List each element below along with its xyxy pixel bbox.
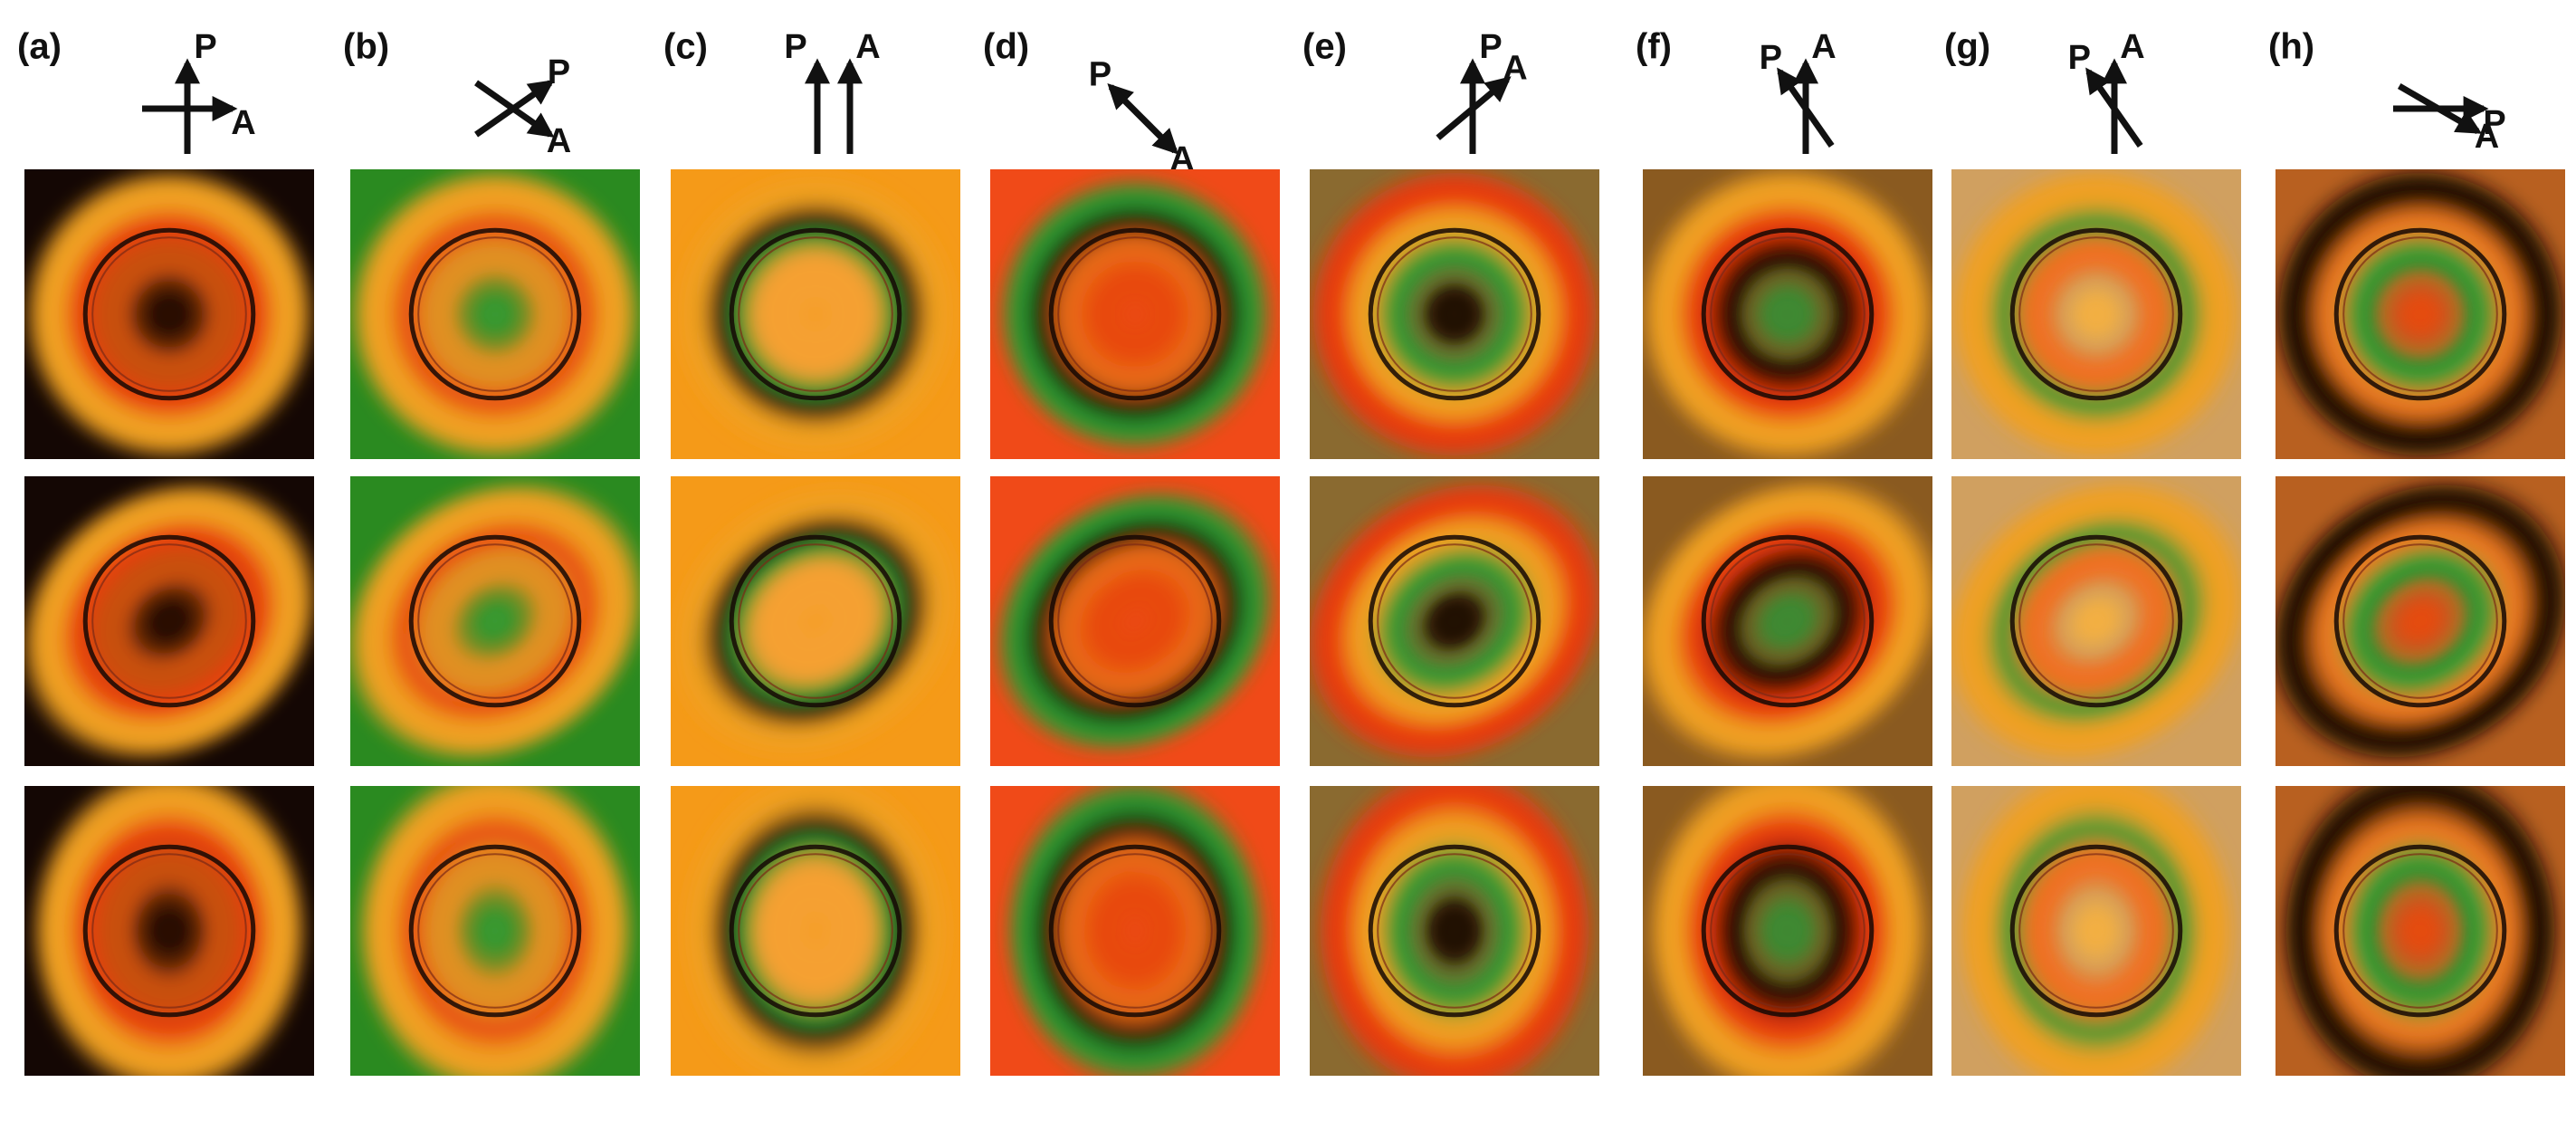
birefringence-rings xyxy=(26,487,312,755)
analyzer-arrow xyxy=(1108,84,1179,155)
micrograph xyxy=(350,786,640,1076)
micrograph xyxy=(24,169,314,459)
micrograph xyxy=(671,169,960,459)
panel: (b) PA xyxy=(343,27,640,1076)
droplet-rim xyxy=(2333,227,2507,401)
polarizer-symbol: P xyxy=(2068,39,2091,77)
analyzer-symbol: A xyxy=(231,104,255,142)
polarizer-symbol: P xyxy=(1089,56,1111,94)
polarizer-symbol: P xyxy=(2483,104,2505,142)
birefringence-rings xyxy=(1310,484,1599,758)
droplet-rim xyxy=(729,227,902,401)
panel-label: (e) xyxy=(1302,27,1347,67)
micrograph xyxy=(1310,786,1599,1076)
panel-label: (g) xyxy=(1944,27,1990,67)
panel: (a) PA xyxy=(17,27,314,1076)
micrograph xyxy=(24,476,314,766)
analyzer-symbol: A xyxy=(2120,28,2144,66)
droplet-rim xyxy=(2009,227,2183,401)
micrograph xyxy=(1643,786,1932,1076)
micrograph xyxy=(1951,476,2241,766)
droplet-rim xyxy=(408,844,582,1018)
birefringence-rings xyxy=(1005,184,1265,445)
droplet-rim xyxy=(2009,534,2183,708)
micrograph xyxy=(350,476,640,766)
droplet-rim xyxy=(1701,844,1875,1018)
panel-label: (h) xyxy=(2268,27,2314,67)
panel-label: (b) xyxy=(343,27,389,67)
analyzer-arrow xyxy=(2397,82,2483,135)
panel-label: (c) xyxy=(663,27,708,67)
micrograph xyxy=(24,786,314,1076)
analyzer-symbol: A xyxy=(1811,28,1836,66)
analyzer-symbol: A xyxy=(547,122,571,160)
droplet-rim xyxy=(729,844,902,1018)
analyzer-symbol: A xyxy=(1503,50,1527,88)
birefringence-rings xyxy=(1646,173,1929,455)
birefringence-rings xyxy=(681,179,950,449)
micrograph xyxy=(350,169,640,459)
panel-label: (f) xyxy=(1636,27,1672,67)
birefringence-rings xyxy=(30,175,309,454)
panel: (g) P A xyxy=(1944,27,2241,1076)
polarizer-symbol: P xyxy=(194,28,216,66)
micrograph xyxy=(990,476,1280,766)
droplet-rim xyxy=(2333,844,2507,1018)
panel: (f) P A xyxy=(1636,27,1932,1076)
polarizer-symbol: P xyxy=(1479,28,1502,66)
droplet-rim xyxy=(82,844,256,1018)
droplet-rim xyxy=(1368,534,1541,708)
birefringence-rings xyxy=(1643,484,1932,758)
droplet-rim xyxy=(408,227,582,401)
micrograph xyxy=(2275,786,2565,1076)
analyzer-symbol: A xyxy=(855,28,880,66)
droplet-rim xyxy=(82,534,256,708)
polarizer-symbol: P xyxy=(1760,39,1782,77)
droplet-rim xyxy=(408,534,582,708)
micrograph xyxy=(2275,476,2565,766)
panel: (h) PA xyxy=(2268,27,2565,1076)
birefringence-rings xyxy=(2275,484,2565,758)
polarizer-symbol: P xyxy=(548,53,570,91)
droplet-rim xyxy=(1701,534,1875,708)
micrograph xyxy=(1310,476,1599,766)
panel: (d)PA xyxy=(983,27,1280,1076)
analyzer-arrow xyxy=(1436,76,1512,140)
micrograph xyxy=(990,786,1280,1076)
droplet-rim xyxy=(2333,534,2507,708)
droplet-rim xyxy=(729,534,902,708)
micrograph xyxy=(1310,169,1599,459)
droplet-rim xyxy=(82,227,256,401)
birefringence-rings xyxy=(1011,786,1259,1076)
analyzer-symbol: A xyxy=(2475,118,2499,156)
panel-label: (a) xyxy=(17,27,62,67)
droplet-rim xyxy=(2009,844,2183,1018)
micrograph xyxy=(1643,476,1932,766)
birefringence-rings xyxy=(352,487,638,755)
micrograph xyxy=(1643,169,1932,459)
droplet-rim xyxy=(1048,227,1222,401)
droplet-rim xyxy=(1048,534,1222,708)
droplet-rim xyxy=(1368,227,1541,401)
micrograph xyxy=(671,476,960,766)
birefringence-rings xyxy=(1313,173,1596,455)
micrograph xyxy=(990,169,1280,459)
droplet-rim xyxy=(1368,844,1541,1018)
birefringence-rings xyxy=(356,175,634,454)
birefringence-rings xyxy=(2279,173,2562,455)
panel: (e) PA xyxy=(1302,27,1599,1076)
birefringence-rings xyxy=(1955,173,2237,455)
droplet-rim xyxy=(1701,227,1875,401)
micrograph xyxy=(1951,786,2241,1076)
micrograph xyxy=(1951,169,2241,459)
polarizer-symbol: P xyxy=(784,28,806,66)
birefringence-rings xyxy=(1951,484,2241,758)
panel: (c) P A xyxy=(663,27,960,1076)
micrograph xyxy=(2275,169,2565,459)
micrograph xyxy=(671,786,960,1076)
droplet-rim xyxy=(1048,844,1222,1018)
panel-label: (d) xyxy=(983,27,1029,67)
analyzer-arrow xyxy=(474,80,555,138)
